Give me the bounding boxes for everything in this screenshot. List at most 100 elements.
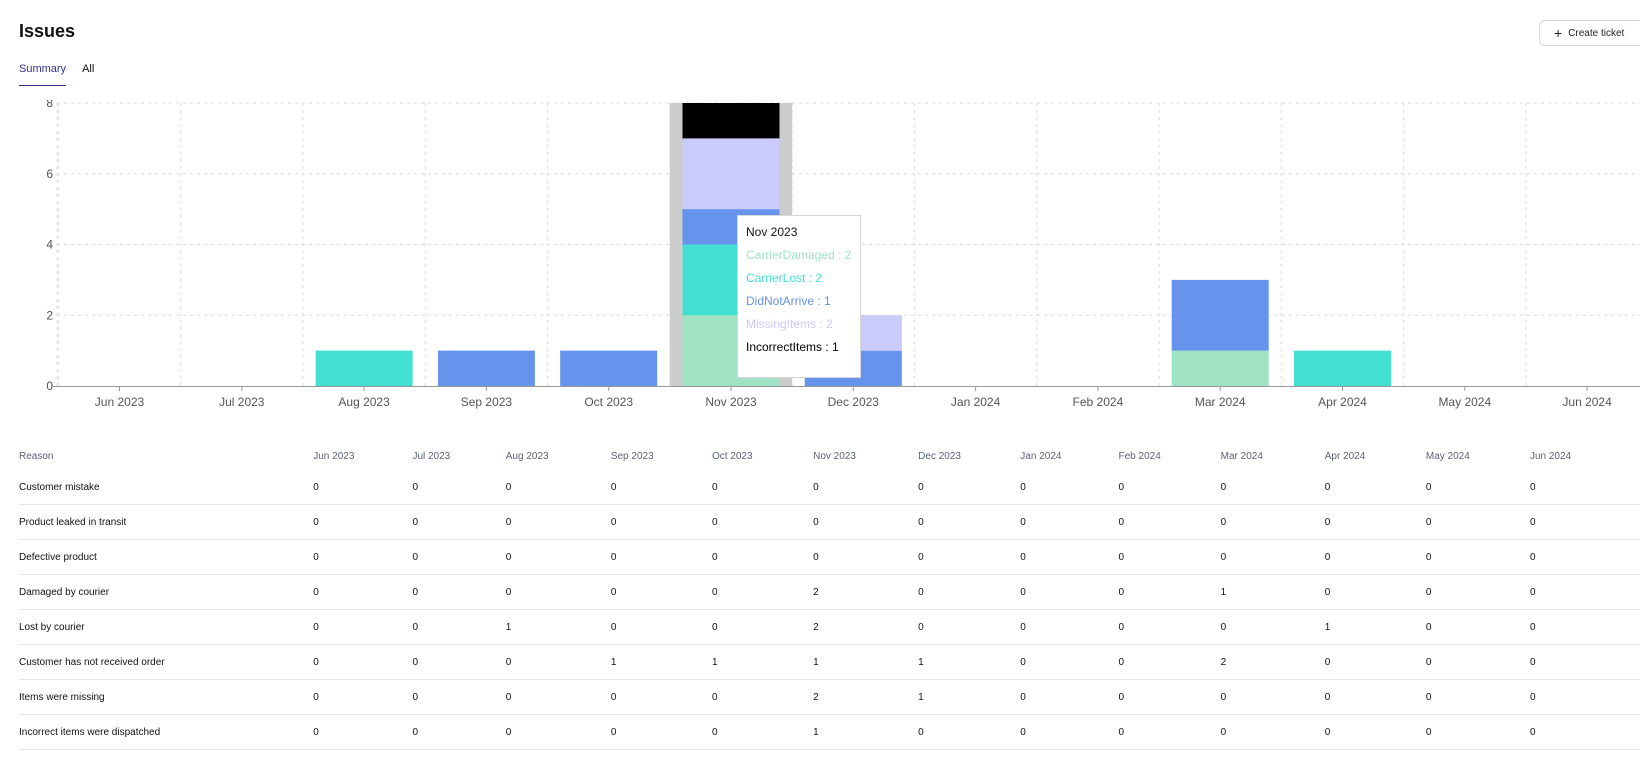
reason-cell: Customer mistake [19, 470, 314, 505]
value-cell: 1 [813, 714, 919, 750]
table-row: Customer has not received order 0 0 0 1 1 1 1 0 0… [19, 644, 1640, 680]
value-cell: 0 [505, 539, 611, 575]
bar-segment [437, 350, 535, 386]
table-row: Lost by courier 0 0 1 0 0 2 0 0 0 0 1 0 0 [19, 609, 1640, 645]
reason-cell: Product leaked in transit [19, 504, 314, 540]
value-cell: 0 [1220, 504, 1325, 540]
value-cell: 0 [1324, 644, 1426, 680]
value-cell: 0 [313, 504, 413, 540]
value-cell: 0 [1020, 714, 1119, 750]
value-cell: 1 [1324, 609, 1426, 645]
value-cell: 0 [1118, 539, 1221, 575]
table-row: Items were missing 0 0 0 0 0 2 1 0 0 0 0 0 0 [19, 679, 1640, 715]
y-tick-label: 0 [46, 379, 53, 393]
create-ticket-label: Create ticket [1568, 27, 1625, 39]
bar-segment [560, 350, 658, 386]
value-cell: 0 [1425, 504, 1530, 540]
value-cell: 0 [610, 714, 712, 750]
bar-segment [1171, 279, 1269, 351]
bar-segment [1171, 350, 1269, 386]
value-cell: 0 [813, 470, 919, 505]
value-cell: 0 [505, 504, 611, 540]
value-cell: 0 [313, 609, 413, 645]
column-header: May 2024 [1425, 451, 1470, 462]
x-tick-label: Jun 2024 [1562, 395, 1612, 409]
value-cell: 0 [1529, 539, 1640, 575]
value-cell: 0 [1529, 714, 1640, 750]
value-cell: 0 [1425, 539, 1530, 575]
value-cell: 2 [813, 574, 919, 610]
value-cell: 0 [1118, 609, 1221, 645]
value-cell: 0 [313, 470, 413, 505]
value-cell: 0 [610, 574, 712, 610]
x-tick-label: Apr 2024 [1318, 395, 1367, 409]
column-header: Jan 2024 [1020, 451, 1062, 462]
chart-tooltip: Nov 2023 CarrierDamaged : 2 CarrierLost … [737, 215, 861, 378]
x-tick-label: Oct 2023 [584, 395, 633, 409]
value-cell: 0 [505, 714, 611, 750]
value-cell: 0 [1425, 574, 1530, 610]
x-tick-label: May 2024 [1438, 395, 1491, 409]
value-cell: 0 [505, 644, 611, 680]
column-header: Jul 2023 [412, 451, 451, 462]
value-cell: 0 [610, 504, 712, 540]
table-row: Defective product 0 0 0 0 0 0 0 0 0 0 0 0 0 [19, 539, 1640, 575]
plus-icon: + [1554, 25, 1563, 41]
value-cell: 0 [1118, 679, 1221, 715]
column-header: Feb 2024 [1118, 451, 1161, 462]
value-cell: 0 [711, 679, 814, 715]
value-cell: 0 [711, 504, 814, 540]
value-cell: 2 [813, 679, 919, 715]
value-cell: 0 [1020, 470, 1119, 505]
tab-summary[interactable]: Summary [19, 63, 67, 86]
x-tick-label: Jun 2023 [95, 395, 145, 409]
value-cell: 0 [1324, 679, 1426, 715]
x-tick-label: Sep 2023 [461, 395, 513, 409]
column-header: Jun 2023 [313, 451, 355, 462]
value-cell: 1 [610, 644, 712, 680]
value-cell: 0 [313, 539, 413, 575]
tooltip-row-missing-items: MissingItems : 2 [746, 317, 833, 331]
create-ticket-button[interactable]: + Create ticket [1539, 20, 1640, 46]
table-row: Product leaked in transit 0 0 0 0 0 0 0 0 0 0 0 0 0 [19, 504, 1640, 540]
value-cell: 0 [813, 539, 919, 575]
tab-all[interactable]: All [82, 63, 95, 75]
value-cell: 0 [1529, 609, 1640, 645]
value-cell: 0 [1118, 504, 1221, 540]
value-cell: 2 [1220, 644, 1325, 680]
value-cell: 2 [813, 609, 919, 645]
value-cell: 1 [711, 644, 814, 680]
value-cell: 0 [505, 470, 611, 505]
value-cell: 0 [505, 574, 611, 610]
value-cell: 0 [813, 504, 919, 540]
y-tick-label: 8 [46, 100, 53, 110]
table-header-row: Reason Jun 2023 Jul 2023 Aug 2023 Sep 2023 O… [19, 443, 1640, 470]
value-cell: 0 [1425, 470, 1530, 505]
value-cell: 0 [918, 539, 1021, 575]
column-header: Dec 2023 [918, 451, 961, 462]
value-cell: 0 [1425, 644, 1530, 680]
x-tick-label: Jan 2024 [951, 395, 1001, 409]
value-cell: 0 [412, 679, 506, 715]
value-cell: 0 [313, 714, 413, 750]
value-cell: 0 [1118, 714, 1221, 750]
value-cell: 0 [711, 539, 814, 575]
x-tick-label: Nov 2023 [705, 395, 757, 409]
value-cell: 0 [1529, 470, 1640, 505]
reason-cell: Incorrect items were dispatched [19, 714, 314, 750]
tooltip-title: Nov 2023 [746, 225, 798, 239]
value-cell: 0 [1020, 679, 1119, 715]
value-cell: 0 [1220, 609, 1325, 645]
value-cell: 0 [1220, 714, 1325, 750]
value-cell: 0 [1220, 539, 1325, 575]
table-row: Damaged by courier 0 0 0 0 0 2 0 0 0 1 0 0 0 [19, 574, 1640, 610]
y-tick-label: 4 [46, 238, 53, 252]
reason-cell: Lost by courier [19, 609, 314, 645]
value-cell: 1 [918, 644, 1021, 680]
table-row: Incorrect items were dispatched 0 0 0 0 0 1 0 0 0… [19, 714, 1640, 750]
x-tick-label: Jul 2023 [219, 395, 265, 409]
value-cell: 0 [1020, 644, 1119, 680]
column-header: Nov 2023 [813, 451, 856, 462]
value-cell: 0 [1020, 574, 1119, 610]
value-cell: 0 [918, 470, 1021, 505]
